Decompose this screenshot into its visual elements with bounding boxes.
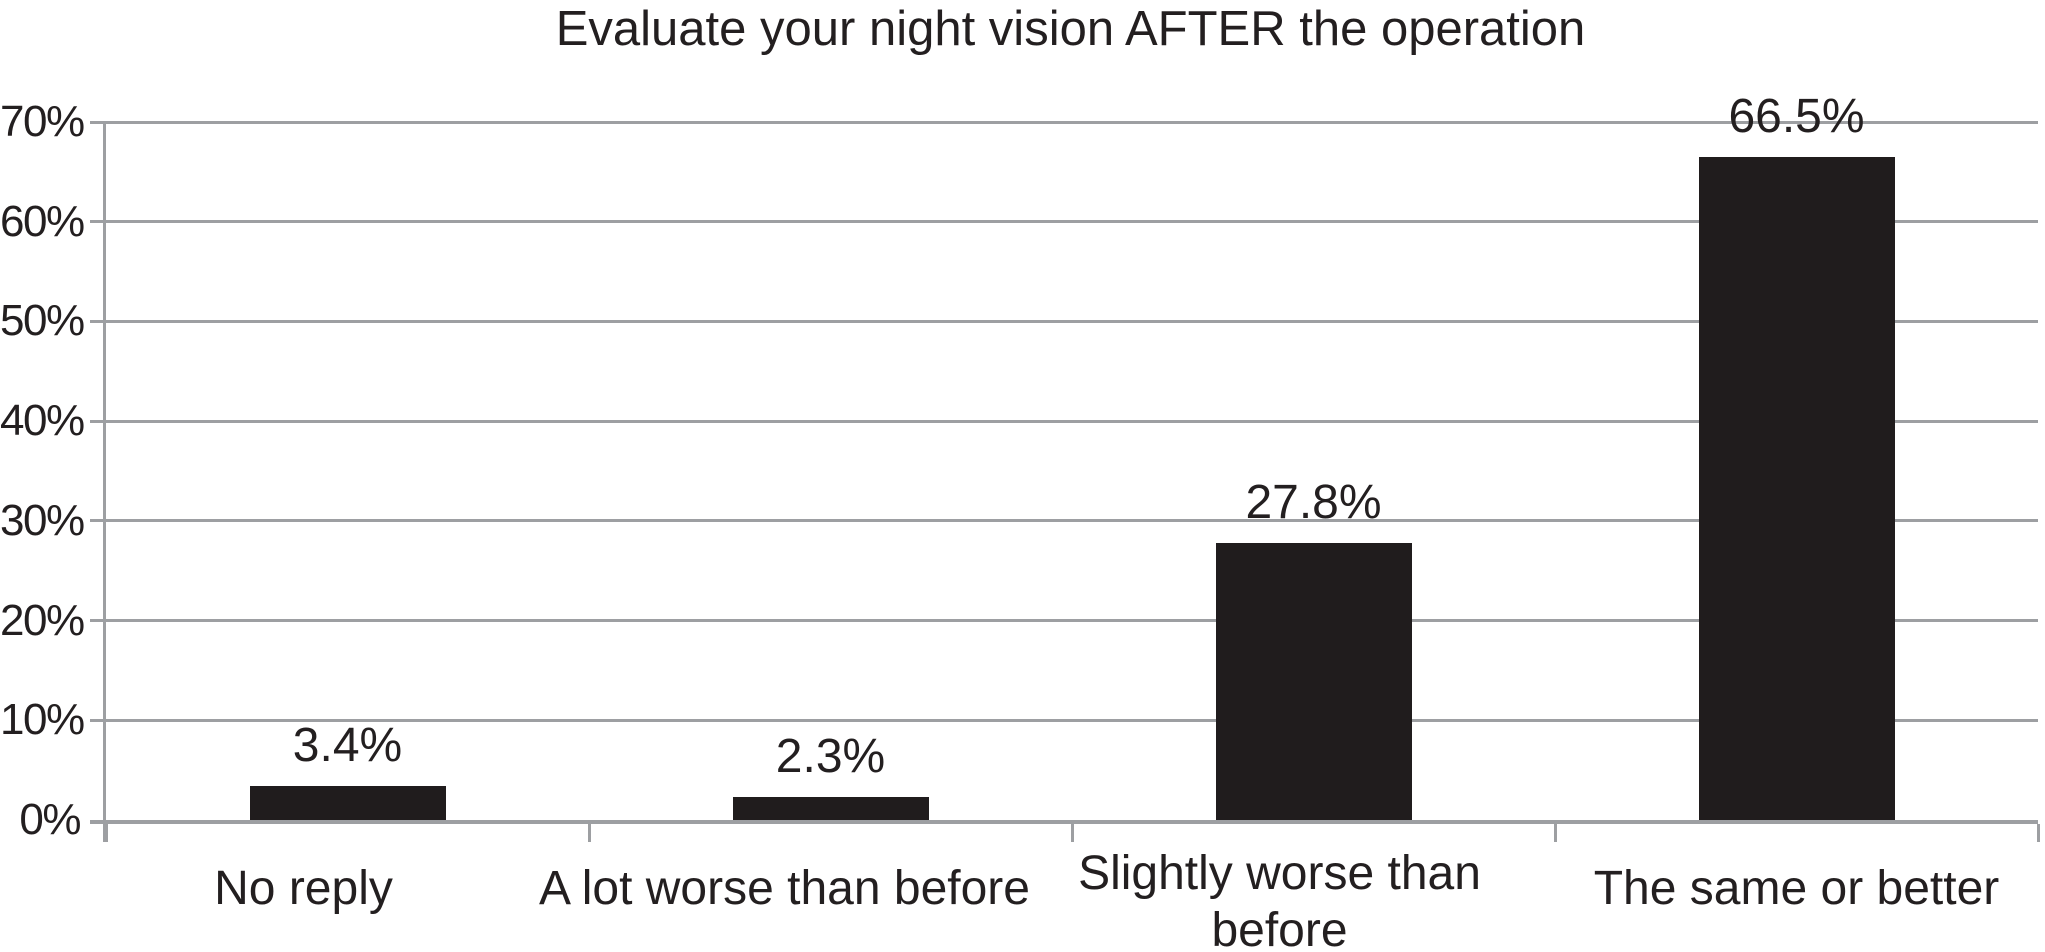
plot-area: 3.4% 2.3% 27.8% 66.5% bbox=[90, 90, 2040, 842]
bar-value-label: 66.5% bbox=[1728, 89, 1865, 143]
x-axis-tick bbox=[1070, 824, 1074, 842]
bar-value-label: 27.8% bbox=[1245, 475, 1382, 529]
x-axis-tick bbox=[1553, 824, 1557, 842]
y-axis-tick-label: 40% bbox=[0, 396, 85, 446]
bar-value-label: 3.4% bbox=[292, 719, 403, 773]
y-axis-tick-label: 20% bbox=[0, 595, 85, 645]
y-axis-tick-label: 30% bbox=[0, 495, 85, 545]
gridline bbox=[90, 120, 2038, 124]
x-axis-tick bbox=[587, 824, 591, 842]
x-axis-category-label: No reply bbox=[214, 862, 393, 915]
x-axis-tick bbox=[2036, 824, 2040, 842]
x-axis-category-label: Slightly worse than before bbox=[1078, 847, 1481, 952]
y-axis-tick-label: 0% bbox=[19, 795, 81, 844]
y-axis-tick-label: 70% bbox=[0, 97, 85, 146]
x-axis-tick bbox=[104, 824, 108, 842]
gridline bbox=[90, 718, 2038, 722]
y-axis-tick-label: 10% bbox=[0, 695, 85, 745]
gridline bbox=[90, 619, 2038, 623]
bar bbox=[249, 786, 446, 820]
gridline bbox=[90, 419, 2038, 423]
bar-value-label: 2.3% bbox=[775, 730, 886, 784]
chart-title: Evaluate your night vision AFTER the ope… bbox=[555, 2, 1586, 56]
bar bbox=[1698, 156, 1895, 820]
y-axis-tick-label: 50% bbox=[0, 296, 85, 346]
x-axis-baseline-tick bbox=[90, 820, 106, 824]
gridline bbox=[90, 319, 2038, 323]
bar bbox=[1215, 542, 1412, 820]
gridline bbox=[90, 519, 2038, 523]
y-axis-tick-label: 60% bbox=[0, 196, 85, 246]
gridline bbox=[90, 220, 2038, 224]
x-axis-category-label: The same or better bbox=[1593, 862, 2000, 915]
bar bbox=[732, 797, 929, 820]
x-axis-category-label: A lot worse than before bbox=[539, 862, 1030, 915]
